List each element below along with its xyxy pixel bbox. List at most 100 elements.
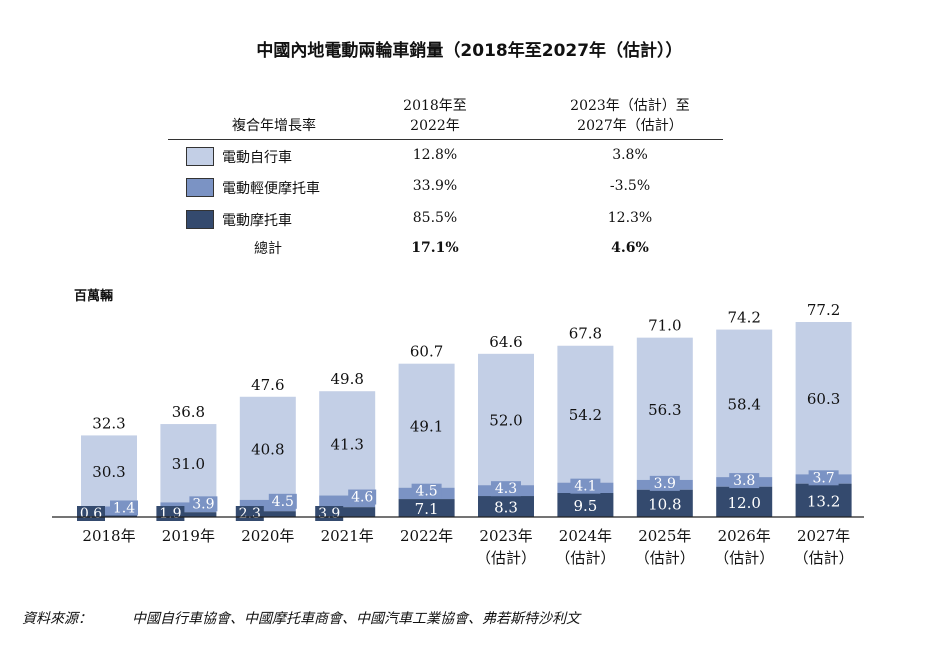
data-label-motorcycle: 12.0 xyxy=(727,494,760,512)
source-text: 中國自行車協會、中國摩托車商會、中國汽車工業協會、弗若斯特沙利文 xyxy=(132,611,580,627)
bar-segment-ebike xyxy=(319,391,376,496)
data-label-moped: 4.5 xyxy=(415,484,437,500)
data-label-moped: 4.1 xyxy=(574,479,596,495)
legend-label-moped: 電動輕便摩托車 xyxy=(222,181,320,197)
x-tick-label: 2027年 xyxy=(797,527,850,545)
bar-segment-moped xyxy=(319,495,376,508)
bar-segment-motorcycle xyxy=(239,511,296,517)
data-label-box-moped xyxy=(411,483,442,499)
data-label-box-moped xyxy=(729,473,760,489)
legend-label-ebike: 電動自行車 xyxy=(222,150,292,166)
x-tick-label: （估計） xyxy=(714,549,774,567)
data-label-ebike: 31.0 xyxy=(172,455,205,473)
total-label: 67.8 xyxy=(569,325,602,343)
total-label: 77.2 xyxy=(807,301,840,319)
x-tick-label: 2019年 xyxy=(162,527,215,545)
cagr-moped-v2: -3.5% xyxy=(609,178,651,194)
cagr-total-v2: 4.6% xyxy=(611,240,649,256)
data-label-moped: 3.9 xyxy=(654,476,676,492)
bar-segment-motorcycle xyxy=(795,483,852,517)
bar-segment-motorcycle xyxy=(716,486,773,517)
cagr-header-divider xyxy=(168,139,723,140)
bar-segment-ebike xyxy=(478,353,534,486)
source-label: 資料來源： xyxy=(22,611,92,627)
bar-segment-ebike xyxy=(398,363,455,488)
cagr-total-label: 總計 xyxy=(254,241,282,257)
unit-label: 百萬輛 xyxy=(74,289,114,304)
cagr-motorcycle-v2: 12.3% xyxy=(607,210,653,226)
total-label: 64.6 xyxy=(489,333,522,351)
x-tick-label: （估計） xyxy=(635,549,695,567)
x-tick-label: 2023年 xyxy=(479,527,532,545)
cagr-col2-line1: 2023年（估計）至 xyxy=(570,98,690,114)
total-label: 32.3 xyxy=(92,414,125,432)
data-label-moped: 3.8 xyxy=(733,473,755,489)
x-tick-label: 2025年 xyxy=(638,527,691,545)
total-label: 71.0 xyxy=(648,317,681,335)
cagr-header-label: 複合年增長率 xyxy=(232,118,316,134)
bar-segment-motorcycle xyxy=(636,489,693,517)
data-label-moped: 3.7 xyxy=(812,470,834,486)
x-tick-label: 2021年 xyxy=(321,527,374,545)
data-label-ebike: 58.4 xyxy=(727,395,760,413)
total-label: 47.6 xyxy=(251,376,284,394)
data-label-moped: 4.3 xyxy=(495,481,517,497)
bar-segment-ebike xyxy=(716,329,773,478)
bar-segment-motorcycle xyxy=(319,507,376,517)
cagr-col1-line2: 2022年 xyxy=(410,118,460,134)
data-label-ebike: 60.3 xyxy=(807,390,840,408)
bar-segment-ebike xyxy=(795,322,852,475)
legend-label-motorcycle: 電動摩托車 xyxy=(222,213,292,229)
x-tick-label: （估計） xyxy=(476,549,536,567)
x-tick-label: 2018年 xyxy=(82,527,135,545)
data-label-motorcycle: 7.1 xyxy=(415,500,439,518)
bar-segment-ebike xyxy=(557,345,614,483)
bar-segment-moped xyxy=(81,506,137,516)
data-label-ebike: 49.1 xyxy=(410,418,443,436)
data-label-moped: 4.6 xyxy=(351,490,373,506)
total-label: 74.2 xyxy=(727,309,760,327)
legend-swatch-ebike xyxy=(186,147,214,166)
data-label-box-moped xyxy=(570,478,601,494)
bar-segment-motorcycle xyxy=(81,515,137,517)
bar-segment-ebike xyxy=(636,337,693,480)
data-label-ebike: 41.3 xyxy=(330,435,363,453)
cagr-ebike-v2: 3.8% xyxy=(612,147,648,163)
total-label: 60.7 xyxy=(410,343,443,361)
data-label-box-moped xyxy=(348,489,377,505)
total-label: 49.8 xyxy=(330,370,363,388)
data-label-ebike: 54.2 xyxy=(569,406,602,424)
data-label-box-moped xyxy=(268,493,297,509)
data-label-ebike: 30.3 xyxy=(92,463,125,481)
data-label-ebike: 40.8 xyxy=(251,440,284,458)
data-label-motorcycle: 8.3 xyxy=(494,499,518,517)
legend-swatch-moped xyxy=(186,178,214,197)
data-label-motorcycle: 0.6 xyxy=(80,506,102,522)
cagr-col1-line1: 2018年至 xyxy=(403,98,467,114)
bar-segment-motorcycle xyxy=(398,499,455,517)
data-label-ebike: 52.0 xyxy=(489,412,522,430)
data-label-box-moped xyxy=(110,500,138,516)
bar-segment-motorcycle xyxy=(160,512,217,517)
data-label-box-moped xyxy=(808,470,839,486)
x-tick-label: 2020年 xyxy=(241,527,294,545)
bar-segment-ebike xyxy=(81,435,137,507)
bar-segment-ebike xyxy=(160,424,217,503)
chart-title: 中國內地電動兩輪車銷量（2018年至2027年（估計）） xyxy=(256,41,683,61)
x-tick-label: 2026年 xyxy=(718,527,771,545)
bar-segment-ebike xyxy=(239,396,296,500)
cagr-motorcycle-v1: 85.5% xyxy=(412,210,458,226)
x-tick-label: 2024年 xyxy=(559,527,612,545)
x-tick-label: （估計） xyxy=(555,549,615,567)
bar-segment-motorcycle xyxy=(478,496,534,517)
data-label-motorcycle: 2.3 xyxy=(239,506,261,522)
source-note: 資料來源： 中國自行車協會、中國摩托車商會、中國汽車工業協會、弗若斯特沙利文 xyxy=(22,608,580,628)
data-label-moped: 3.9 xyxy=(192,496,214,512)
bar-segment-moped xyxy=(239,499,296,512)
data-label-box-moped xyxy=(491,481,521,497)
data-label-motorcycle: 10.8 xyxy=(648,495,681,513)
cagr-table: 2018年至 2022年 2023年（估計）至 2027年（估計） 複合年增長率… xyxy=(0,0,939,280)
data-label-moped: 1.4 xyxy=(113,500,135,516)
bar-segment-moped xyxy=(160,502,217,513)
